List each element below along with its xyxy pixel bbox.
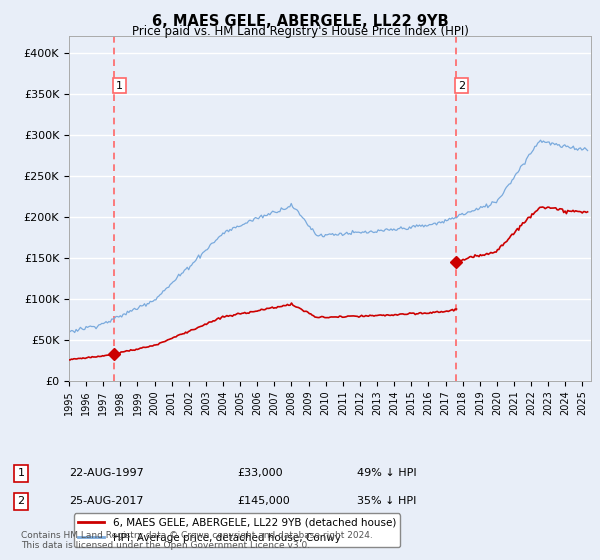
Text: Price paid vs. HM Land Registry's House Price Index (HPI): Price paid vs. HM Land Registry's House … xyxy=(131,25,469,38)
Text: Contains HM Land Registry data © Crown copyright and database right 2024.
This d: Contains HM Land Registry data © Crown c… xyxy=(21,530,373,550)
Text: 6, MAES GELE, ABERGELE, LL22 9YB: 6, MAES GELE, ABERGELE, LL22 9YB xyxy=(152,14,448,29)
Text: 49% ↓ HPI: 49% ↓ HPI xyxy=(357,468,416,478)
Text: £145,000: £145,000 xyxy=(237,496,290,506)
Text: 25-AUG-2017: 25-AUG-2017 xyxy=(69,496,143,506)
Text: 35% ↓ HPI: 35% ↓ HPI xyxy=(357,496,416,506)
Text: 2: 2 xyxy=(458,81,465,91)
Text: 1: 1 xyxy=(116,81,123,91)
Text: 22-AUG-1997: 22-AUG-1997 xyxy=(69,468,144,478)
Text: 2: 2 xyxy=(17,496,25,506)
Text: 1: 1 xyxy=(17,468,25,478)
Text: £33,000: £33,000 xyxy=(237,468,283,478)
Legend: 6, MAES GELE, ABERGELE, LL22 9YB (detached house), HPI: Average price, detached : 6, MAES GELE, ABERGELE, LL22 9YB (detach… xyxy=(74,514,400,547)
